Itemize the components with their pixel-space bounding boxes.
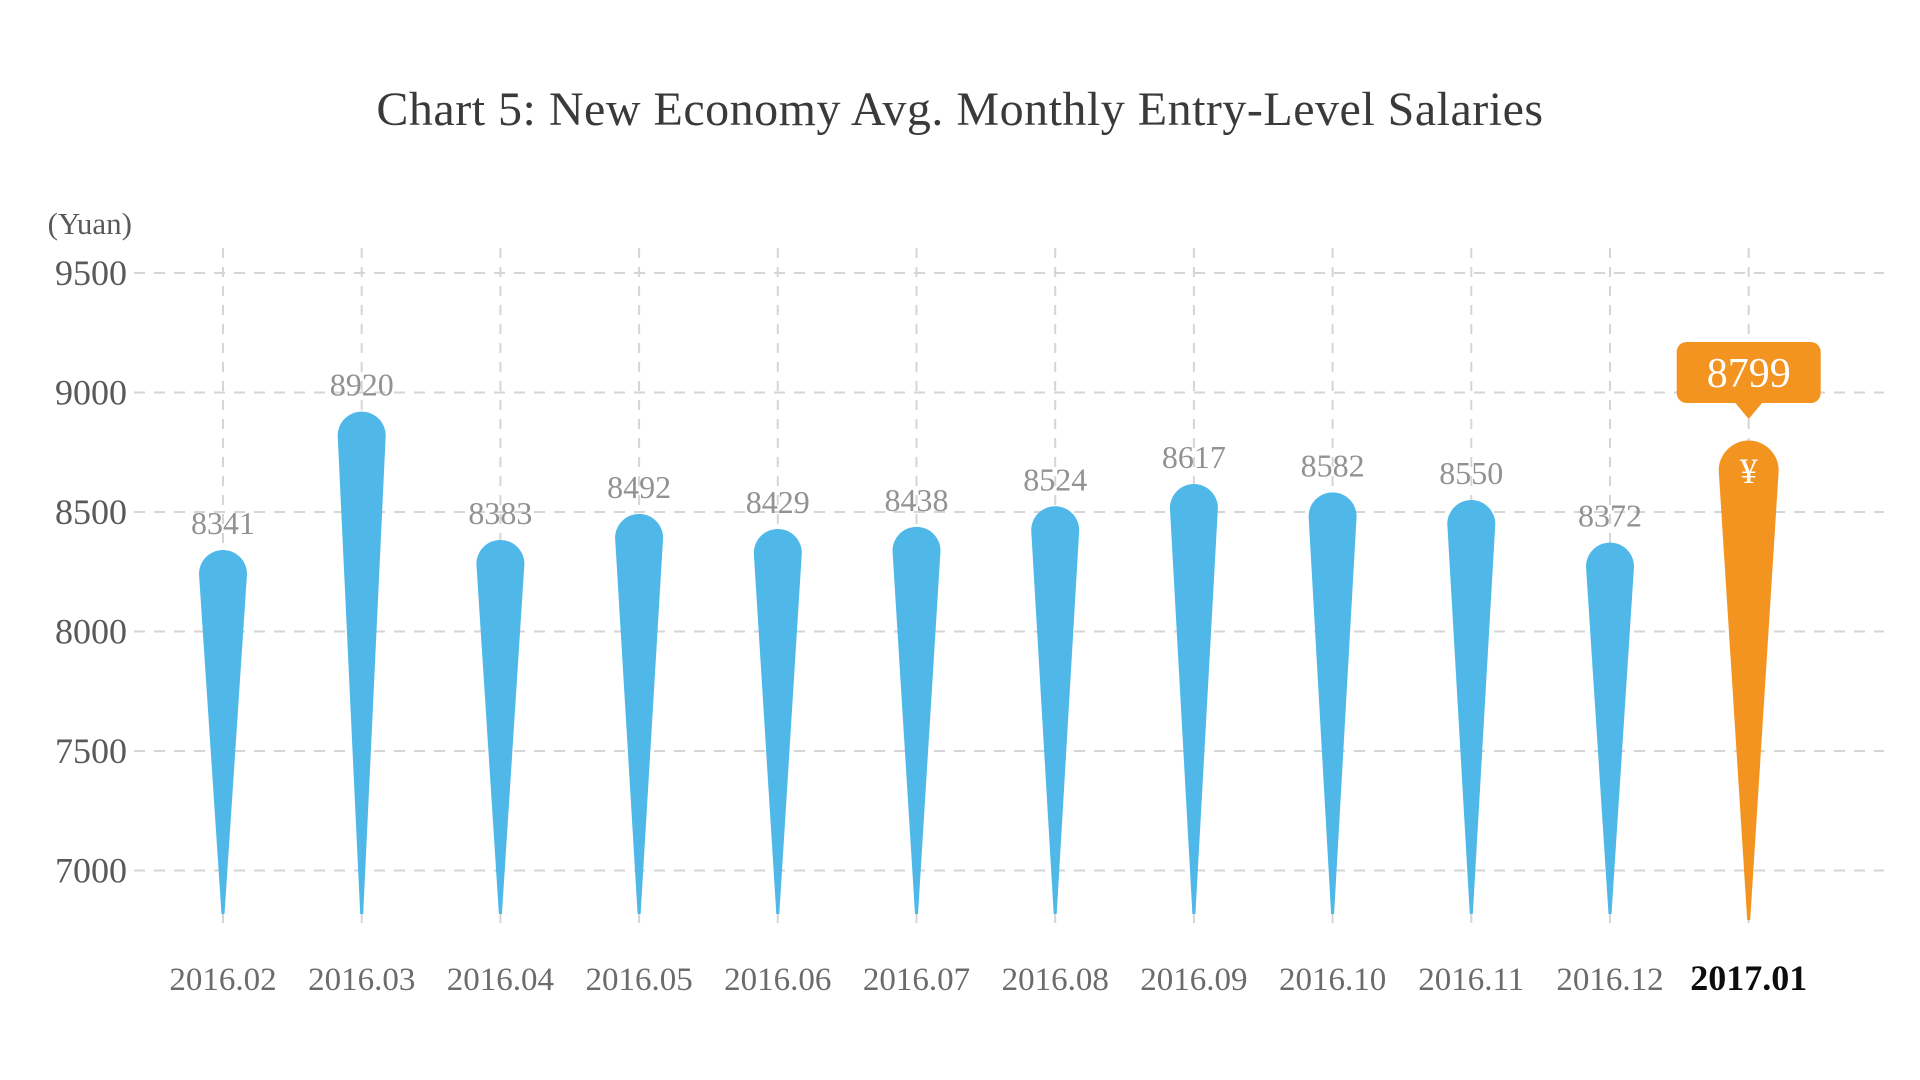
bar-2016.11 (1447, 500, 1496, 914)
x-label-2016.09: 2016.09 (1140, 962, 1247, 998)
x-label-2016.06: 2016.06 (724, 962, 831, 998)
value-label-2016.10: 8582 (1301, 447, 1365, 483)
y-tick-8500: 8500 (55, 492, 127, 532)
bar-2016.08 (1031, 506, 1080, 914)
x-label-2016.03: 2016.03 (308, 962, 415, 998)
x-label-2016.04: 2016.04 (447, 962, 554, 998)
x-label-2016.07: 2016.07 (863, 962, 970, 998)
value-label-2016.06: 8429 (746, 484, 810, 520)
x-label-2017.01: 2017.01 (1690, 958, 1807, 998)
yen-icon: ¥ (1740, 451, 1758, 491)
bar-2016.02 (199, 550, 247, 914)
bar-2016.06 (753, 528, 802, 914)
bar-2016.12 (1586, 542, 1634, 914)
bar-2016.10 (1308, 492, 1357, 914)
value-label-2016.08: 8524 (1023, 461, 1087, 497)
chart-title: Chart 5: New Economy Avg. Monthly Entry-… (376, 83, 1544, 136)
y-tick-7500: 7500 (55, 731, 127, 771)
x-label-2016.11: 2016.11 (1418, 962, 1524, 998)
callout-pointer (1733, 401, 1764, 419)
value-label-2016.03: 8920 (330, 367, 394, 403)
y-axis-unit-label: (Yuan) (47, 206, 132, 241)
bar-2017.01 (1718, 440, 1779, 920)
x-label-2016.05: 2016.05 (585, 962, 692, 998)
value-label-2016.11: 8550 (1439, 455, 1503, 491)
bar-2016.07 (892, 526, 941, 914)
x-label-2016.08: 2016.08 (1002, 962, 1109, 998)
y-tick-8000: 8000 (55, 612, 127, 652)
bar-2016.03 (337, 411, 386, 914)
x-label-2016.10: 2016.10 (1279, 962, 1386, 998)
highlight-callout: 8799 ¥ (1676, 342, 1821, 491)
y-tick-9500: 9500 (55, 253, 127, 293)
x-label-2016.12: 2016.12 (1556, 962, 1663, 998)
y-tick-7000: 7000 (55, 851, 127, 891)
value-label-2016.12: 8372 (1578, 498, 1642, 534)
value-label-2016.07: 8438 (885, 482, 949, 518)
callout-bubble (1676, 342, 1821, 403)
bar-2016.05 (615, 513, 664, 914)
bar-2016.04 (476, 539, 525, 914)
value-label-2016.09: 8617 (1162, 439, 1226, 475)
bar-2016.09 (1169, 484, 1218, 914)
value-label-2016.02: 8341 (191, 505, 255, 541)
value-label-2016.04: 8383 (468, 495, 532, 531)
value-label-2016.05: 8492 (607, 469, 671, 505)
callout-value: 8799 (1707, 351, 1791, 397)
y-tick-9000: 9000 (55, 373, 127, 413)
x-label-2016.02: 2016.02 (169, 962, 276, 998)
